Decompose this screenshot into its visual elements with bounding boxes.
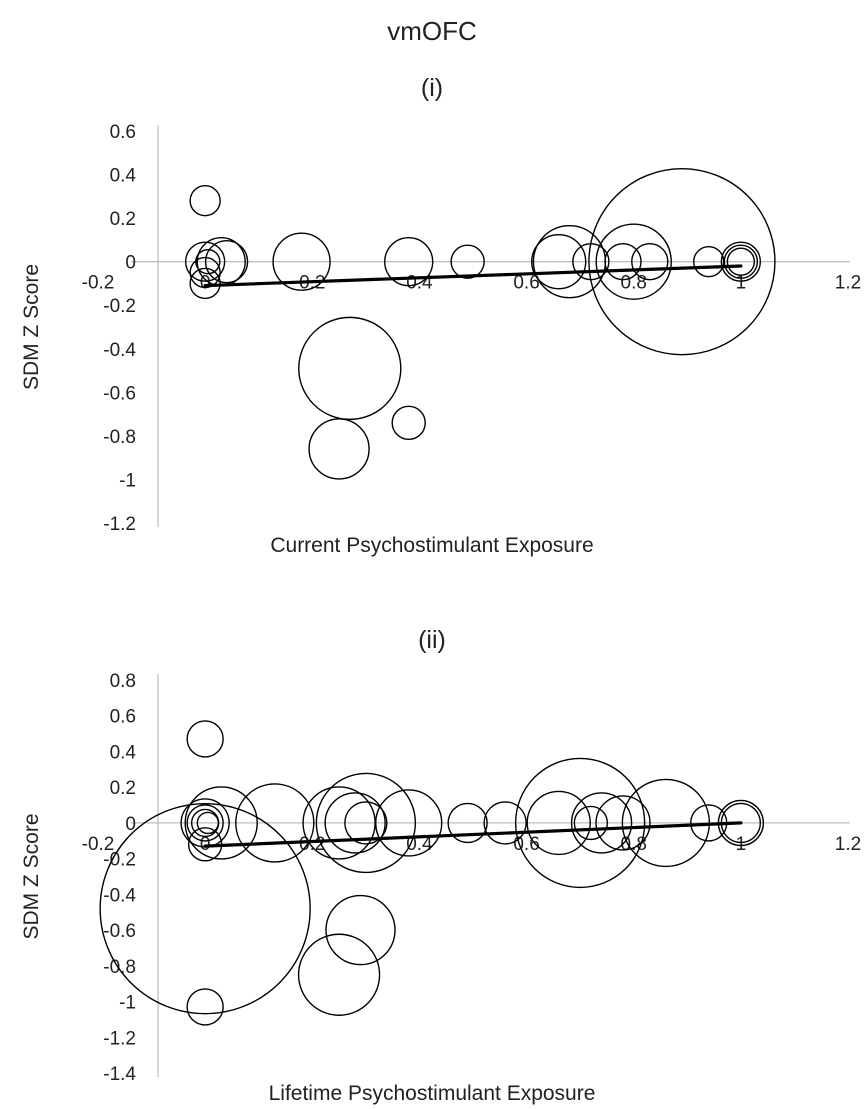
x-tick-label: 0.6 (513, 834, 539, 855)
data-bubble (391, 405, 426, 441)
y-tick-label: -0.6 (103, 383, 136, 404)
y-tick-label: 0.8 (110, 671, 136, 692)
data-bubble (447, 802, 488, 844)
data-bubble (384, 236, 434, 287)
data-bubble (297, 933, 381, 1016)
data-bubble (604, 242, 642, 281)
data-bubble (235, 783, 315, 863)
data-bubble (189, 267, 221, 300)
x-tick-label: 0.6 (513, 273, 539, 294)
y-axis-title: SDM Z Score (20, 813, 43, 939)
data-bubble (189, 256, 221, 289)
data-bubble (184, 786, 258, 860)
panel-title: (ii) (418, 626, 446, 654)
y-tick-label: -0.2 (103, 296, 136, 317)
x-tick-label: 1 (736, 273, 747, 294)
y-tick-label: -0.4 (103, 340, 136, 361)
data-bubble (325, 894, 396, 966)
y-tick-label: 0 (125, 814, 136, 835)
data-bubble (186, 720, 224, 758)
data-bubble (514, 757, 646, 889)
y-tick-label: 0.2 (110, 778, 136, 799)
data-bubble (272, 232, 331, 291)
data-bubble (186, 988, 224, 1026)
data-bubble (186, 804, 224, 842)
data-bubble (595, 223, 672, 300)
trendline (203, 821, 743, 848)
y-tick-label: -1 (119, 470, 136, 491)
data-bubble (570, 792, 633, 854)
x-tick-label: 1.2 (835, 273, 861, 294)
y-tick-label: -0.2 (103, 850, 136, 871)
data-bubble (450, 244, 485, 279)
x-axis-title: Lifetime Psychostimulant Exposure (269, 1082, 596, 1105)
y-tick-label: -1.4 (103, 1064, 136, 1085)
data-bubble (375, 789, 443, 857)
data-bubble (588, 167, 776, 356)
data-bubble (573, 805, 609, 841)
y-tick-label: -0.8 (103, 957, 136, 978)
y-tick-label: 0.4 (110, 742, 137, 763)
y-tick-label: 0.6 (110, 122, 136, 143)
y-tick-label: 0.6 (110, 707, 136, 728)
data-bubble (204, 239, 249, 284)
data-bubble (99, 802, 311, 1015)
y-tick-label: 0.2 (110, 209, 136, 230)
data-bubble (720, 241, 762, 282)
data-bubble (196, 811, 220, 835)
y-tick-label: -0.4 (103, 885, 136, 906)
data-bubble (483, 801, 527, 845)
y-tick-label: 0.4 (110, 166, 137, 187)
y-tick-label: -0.8 (103, 427, 136, 448)
x-tick-label: 0 (200, 273, 211, 294)
data-bubble (726, 247, 756, 276)
data-bubble (526, 790, 591, 856)
panel-title: (i) (421, 74, 443, 102)
x-tick-label: -0.2 (82, 834, 115, 855)
x-tick-label: 1 (736, 834, 747, 855)
data-bubble (631, 242, 669, 281)
data-bubble (595, 795, 651, 851)
data-bubble (315, 772, 417, 874)
figure-title: vmOFC (387, 16, 477, 46)
data-bubble (531, 233, 587, 290)
y-tick-label: 0 (125, 253, 136, 274)
y-tick-label: -0.6 (103, 921, 136, 942)
x-axis-title: Current Psychostimulant Exposure (270, 534, 593, 557)
y-tick-label: -1.2 (103, 1028, 136, 1049)
data-bubble (308, 418, 370, 480)
chart-panel-ii: (ii) 0.8 0.6 0.4 0.2 0 -0.2 -0.4 -0.6 -0.8 -1 -1.2 -… (20, 626, 861, 1105)
data-bubble (324, 792, 386, 854)
y-axis-title: SDM Z Score (20, 264, 43, 390)
x-tick-label: -0.2 (82, 273, 115, 294)
data-bubble (189, 184, 221, 217)
data-bubble (723, 244, 759, 279)
y-tick-label: -1 (119, 993, 136, 1014)
data-bubble (344, 801, 388, 845)
x-tick-label: 1.2 (835, 834, 861, 855)
data-bubble (298, 316, 402, 421)
chart-panel-i: (i) 0.6 0.4 0.2 0 -0.2 -0.4 -0.6 -0.8 -1 -1.2 -0.2 0… (20, 74, 861, 557)
data-bubble (184, 241, 226, 282)
y-tick-label: -1.2 (103, 514, 136, 535)
x-tick-label: 0.8 (621, 273, 647, 294)
trendline (203, 264, 743, 288)
x-tick-label: 0 (200, 834, 211, 855)
